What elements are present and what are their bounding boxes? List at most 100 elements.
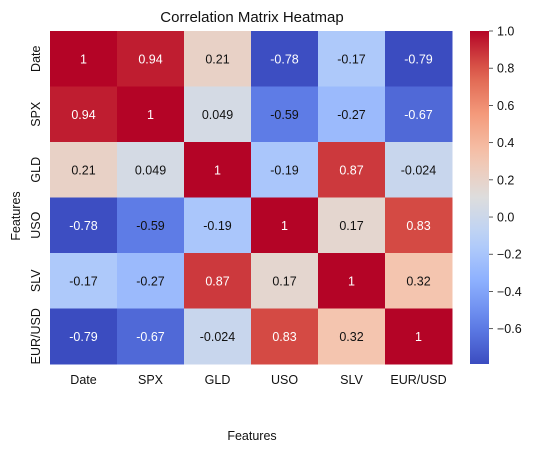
x-tick-label: EUR/USD	[390, 373, 446, 387]
y-tick-label: GLD	[29, 157, 43, 183]
cell-value-label: 0.049	[135, 163, 166, 177]
cell-value-label: -0.17	[337, 52, 366, 66]
cell-value-label: -0.19	[270, 163, 299, 177]
colorbar-tick-label: −0.2	[497, 248, 522, 262]
heatmap-cell	[318, 197, 386, 254]
cell-value-label: -0.79	[404, 52, 433, 66]
colorbar-tick-label: 0.0	[497, 211, 514, 225]
cell-value-label: -0.59	[136, 219, 165, 233]
cell-value-label: 0.21	[71, 163, 95, 177]
cell-value-label: 1	[80, 52, 87, 66]
cell-value-label: -0.17	[69, 274, 98, 288]
x-tick-label: SLV	[340, 373, 363, 387]
cell-value-label: 0.94	[71, 108, 95, 122]
cell-value-label: -0.024	[200, 330, 235, 344]
x-tick-label: SPX	[138, 373, 164, 387]
y-axis-label: Features	[9, 191, 23, 240]
heatmap-cell	[385, 253, 453, 309]
heatmap-cell	[117, 142, 185, 198]
heatmap-cell	[385, 31, 453, 87]
heatmap-cell	[117, 253, 185, 309]
heatmap-cell	[117, 31, 185, 87]
cell-value-label: 1	[415, 330, 422, 344]
cell-value-label: -0.27	[337, 108, 366, 122]
y-tick-label: SPX	[29, 101, 43, 127]
heatmap-cell	[385, 197, 453, 254]
colorbar: −0.6 −0.4 −0.2 0.0 0.2 0.4 0.6 0.8 1.0	[470, 25, 522, 364]
y-tick-label: SLV	[29, 269, 43, 292]
x-axis-ticks: Date SPX GLD USO SLV EUR/USD	[70, 373, 446, 387]
cell-value-label: -0.024	[401, 163, 436, 177]
heatmap-cell	[50, 86, 118, 143]
x-tick-label: GLD	[205, 373, 231, 387]
x-axis-label: Features	[227, 429, 276, 443]
heatmap-cell	[318, 253, 386, 309]
colorbar-tick-label: −0.6	[497, 322, 522, 336]
y-axis-ticks: Date SPX GLD USO SLV EUR/USD	[29, 46, 43, 365]
heatmap-cell	[385, 86, 453, 143]
colorbar-tick-label: 0.8	[497, 62, 514, 76]
x-tick-label: USO	[271, 373, 298, 387]
heatmap-cell	[385, 142, 453, 198]
cell-value-label: -0.27	[136, 274, 165, 288]
heatmap-cell	[184, 86, 252, 143]
heatmap-cell	[251, 142, 319, 198]
cell-value-label: -0.67	[404, 108, 433, 122]
heatmap-cell	[251, 197, 319, 254]
cell-value-label: 0.83	[272, 330, 296, 344]
cell-value-label: -0.78	[270, 52, 299, 66]
cell-value-label: -0.19	[203, 219, 232, 233]
heatmap-cell	[117, 86, 185, 143]
heatmap-cell-labels: 1 0.94 0.21 -0.78 -0.17 -0.79 0.94 1 0.049 -0.59 -…	[69, 52, 436, 344]
heatmap-cell	[117, 197, 185, 254]
cell-value-label: 0.87	[339, 163, 363, 177]
heatmap-cell	[184, 308, 252, 365]
heatmap-cell	[50, 142, 118, 198]
colorbar-tick-label: −0.4	[497, 285, 522, 299]
cell-value-label: -0.79	[69, 330, 98, 344]
y-tick-label: USO	[29, 211, 43, 238]
heatmap-cell	[184, 253, 252, 309]
heatmap-cell	[385, 308, 453, 365]
cell-value-label: 1	[147, 108, 154, 122]
cell-value-label: 0.94	[138, 52, 162, 66]
colorbar-gradient	[470, 31, 489, 364]
cell-value-label: 0.32	[406, 274, 430, 288]
cell-value-label: 0.83	[406, 219, 430, 233]
cell-value-label: 1	[281, 219, 288, 233]
colorbar-tick-label: 1.0	[497, 25, 514, 39]
cell-value-label: 0.049	[202, 108, 233, 122]
heatmap-cell	[251, 308, 319, 365]
heatmap-cell	[251, 253, 319, 309]
cell-value-label: -0.78	[69, 219, 98, 233]
cell-value-label: 1	[214, 163, 221, 177]
x-tick-label: Date	[70, 373, 96, 387]
heatmap-cell	[50, 253, 118, 309]
heatmap-cell	[117, 308, 185, 365]
heatmap-cell	[318, 86, 386, 143]
heatmap-cell	[251, 31, 319, 87]
heatmap-cell	[184, 197, 252, 254]
cell-value-label: 0.17	[339, 219, 363, 233]
cell-value-label: 0.32	[339, 330, 363, 344]
colorbar-tick-label: 0.4	[497, 136, 514, 150]
y-tick-label: Date	[29, 46, 43, 72]
heatmap-cell	[50, 31, 118, 87]
chart-title: Correlation Matrix Heatmap	[160, 9, 343, 26]
colorbar-tick-label: 0.2	[497, 173, 514, 187]
cell-value-label: 1	[348, 274, 355, 288]
heatmap-cell	[50, 197, 118, 254]
heatmap-cell	[251, 86, 319, 143]
cell-value-label: -0.67	[136, 330, 165, 344]
heatmap-cells	[50, 31, 453, 365]
heatmap-cell	[318, 308, 386, 365]
heatmap-cell	[184, 142, 252, 198]
heatmap-cell	[184, 31, 252, 87]
cell-value-label: 0.21	[205, 52, 229, 66]
cell-value-label: -0.59	[270, 108, 299, 122]
cell-value-label: 0.87	[205, 274, 229, 288]
cell-value-label: 0.17	[272, 274, 296, 288]
heatmap-cell	[50, 308, 118, 365]
colorbar-tick-label: 0.6	[497, 99, 514, 113]
